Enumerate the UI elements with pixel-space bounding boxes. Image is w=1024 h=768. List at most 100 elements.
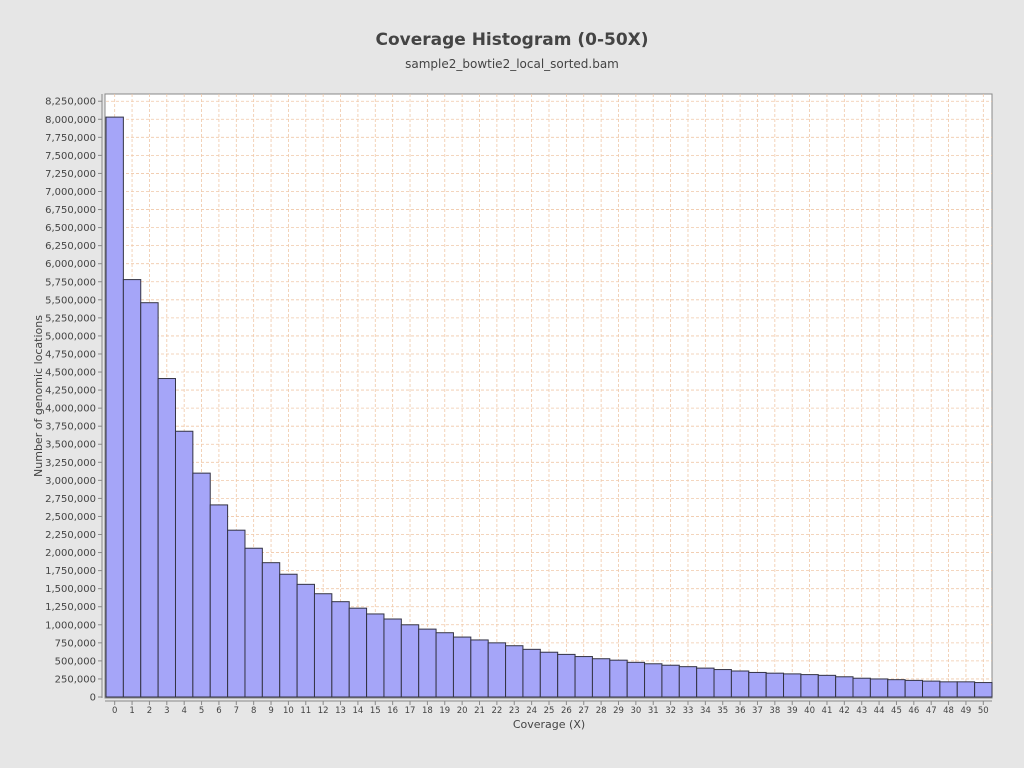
y-tick-label: 250,000 — [55, 674, 96, 685]
x-tick-label: 50 — [978, 706, 989, 716]
bar-coverage-11 — [296, 583, 315, 698]
y-axis-ticks: 0 250,000 500,000 750,000 1,000,000 1,250,000… — [45, 97, 102, 704]
x-tick-label: 16 — [387, 706, 398, 716]
y-tick-label: 7,750,000 — [45, 133, 96, 144]
bar-coverage-23 — [505, 645, 524, 698]
bar-coverage-38 — [765, 672, 785, 698]
y-tick-label: 8,250,000 — [45, 97, 96, 108]
bar-coverage-28 — [591, 658, 611, 698]
x-tick-label: 45 — [891, 706, 902, 716]
bar-coverage-43 — [852, 677, 871, 698]
bar-coverage-8 — [244, 547, 263, 698]
bar-coverage-44 — [869, 678, 889, 698]
bar-coverage-39 — [783, 673, 802, 698]
y-tick-label: 5,500,000 — [45, 295, 96, 306]
y-tick-label: 3,000,000 — [45, 476, 96, 487]
x-tick-label: 42 — [839, 706, 850, 716]
bar-coverage-37 — [748, 671, 767, 698]
y-tick-label: 4,750,000 — [45, 349, 96, 360]
x-tick-label: 24 — [526, 706, 537, 716]
y-tick-label: 7,500,000 — [45, 151, 96, 162]
bar-coverage-49 — [956, 681, 976, 698]
x-tick-label: 34 — [700, 706, 711, 716]
x-tick-label: 41 — [822, 706, 833, 716]
bar-coverage-18 — [418, 628, 437, 698]
y-tick-label: 7,000,000 — [45, 187, 96, 198]
y-tick-label: 2,500,000 — [45, 512, 96, 523]
x-tick-label: 10 — [283, 706, 294, 716]
bar-coverage-35 — [713, 669, 732, 698]
y-tick-label: 4,500,000 — [45, 368, 96, 379]
bar-coverage-17 — [400, 624, 420, 698]
x-tick-label: 37 — [752, 706, 763, 716]
chart-subtitle: sample2_bowtie2_local_sorted.bam — [405, 57, 619, 71]
x-tick-label: 11 — [300, 706, 311, 716]
x-tick-label: 20 — [457, 706, 468, 716]
x-axis-label: Coverage (X) — [513, 718, 585, 731]
x-tick-label: 48 — [943, 706, 954, 716]
bar-coverage-36 — [730, 670, 750, 698]
bar-coverage-42 — [835, 676, 854, 698]
y-tick-label: 3,250,000 — [45, 458, 96, 469]
x-tick-label: 35 — [717, 706, 728, 716]
y-tick-label: 4,000,000 — [45, 404, 96, 415]
x-tick-label: 29 — [613, 706, 624, 716]
x-axis-ticks: 0 1 2 3 4 5 6 7 8 9 10 11 12 13 14 15 16 17 18 19 20 21 22 23 24… — [112, 701, 989, 716]
bar-coverage-16 — [383, 618, 402, 698]
bar-coverage-31 — [644, 663, 663, 698]
bar-coverage-9 — [261, 562, 281, 698]
y-tick-label: 750,000 — [55, 638, 96, 649]
y-axis-label: Number of genomic locations — [32, 315, 45, 477]
bar-coverage-40 — [800, 674, 819, 698]
bar-coverage-50 — [974, 682, 993, 698]
x-tick-label: 9 — [268, 706, 273, 716]
chart-title: Coverage Histogram (0-50X) — [375, 30, 649, 50]
x-tick-label: 31 — [648, 706, 659, 716]
x-tick-label: 21 — [474, 706, 485, 716]
y-tick-label: 1,250,000 — [45, 602, 96, 613]
y-tick-label: 2,000,000 — [45, 548, 96, 559]
x-tick-label: 13 — [335, 706, 346, 716]
x-tick-label: 1 — [129, 706, 134, 716]
bars — [105, 116, 993, 698]
y-tick-label: 0 — [90, 693, 96, 704]
bar-coverage-7 — [227, 529, 246, 698]
y-tick-label: 500,000 — [55, 656, 96, 667]
x-tick-label: 43 — [856, 706, 867, 716]
x-tick-label: 25 — [544, 706, 555, 716]
bar-coverage-22 — [487, 642, 507, 698]
x-tick-label: 39 — [787, 706, 798, 716]
bar-coverage-21 — [470, 639, 489, 698]
x-tick-label: 8 — [251, 706, 256, 716]
bar-coverage-26 — [557, 653, 576, 698]
y-tick-label: 3,750,000 — [45, 422, 96, 433]
y-tick-label: 5,250,000 — [45, 313, 96, 324]
bar-coverage-46 — [904, 679, 924, 698]
bar-coverage-6 — [209, 504, 229, 698]
bar-coverage-48 — [939, 681, 958, 698]
x-tick-label: 4 — [181, 706, 186, 716]
y-tick-label: 1,750,000 — [45, 566, 96, 577]
bar-coverage-5 — [192, 472, 211, 698]
x-tick-label: 38 — [769, 706, 780, 716]
bar-coverage-24 — [522, 648, 541, 698]
x-tick-label: 17 — [405, 706, 416, 716]
y-tick-label: 3,500,000 — [45, 440, 96, 451]
bar-coverage-45 — [887, 679, 906, 698]
x-tick-label: 32 — [665, 706, 676, 716]
bar-coverage-33 — [678, 666, 698, 698]
bar-coverage-3 — [157, 378, 176, 698]
y-tick-label: 1,000,000 — [45, 620, 96, 631]
x-tick-label: 26 — [561, 706, 572, 716]
x-tick-label: 2 — [147, 706, 152, 716]
x-tick-label: 23 — [509, 706, 520, 716]
x-tick-label: 46 — [908, 706, 919, 716]
y-tick-label: 4,250,000 — [45, 386, 96, 397]
x-tick-label: 27 — [578, 706, 589, 716]
y-tick-label: 6,750,000 — [45, 205, 96, 216]
bar-coverage-20 — [452, 636, 472, 698]
x-tick-label: 5 — [199, 706, 204, 716]
bar-coverage-15 — [366, 613, 385, 698]
bar-coverage-25 — [539, 651, 559, 698]
